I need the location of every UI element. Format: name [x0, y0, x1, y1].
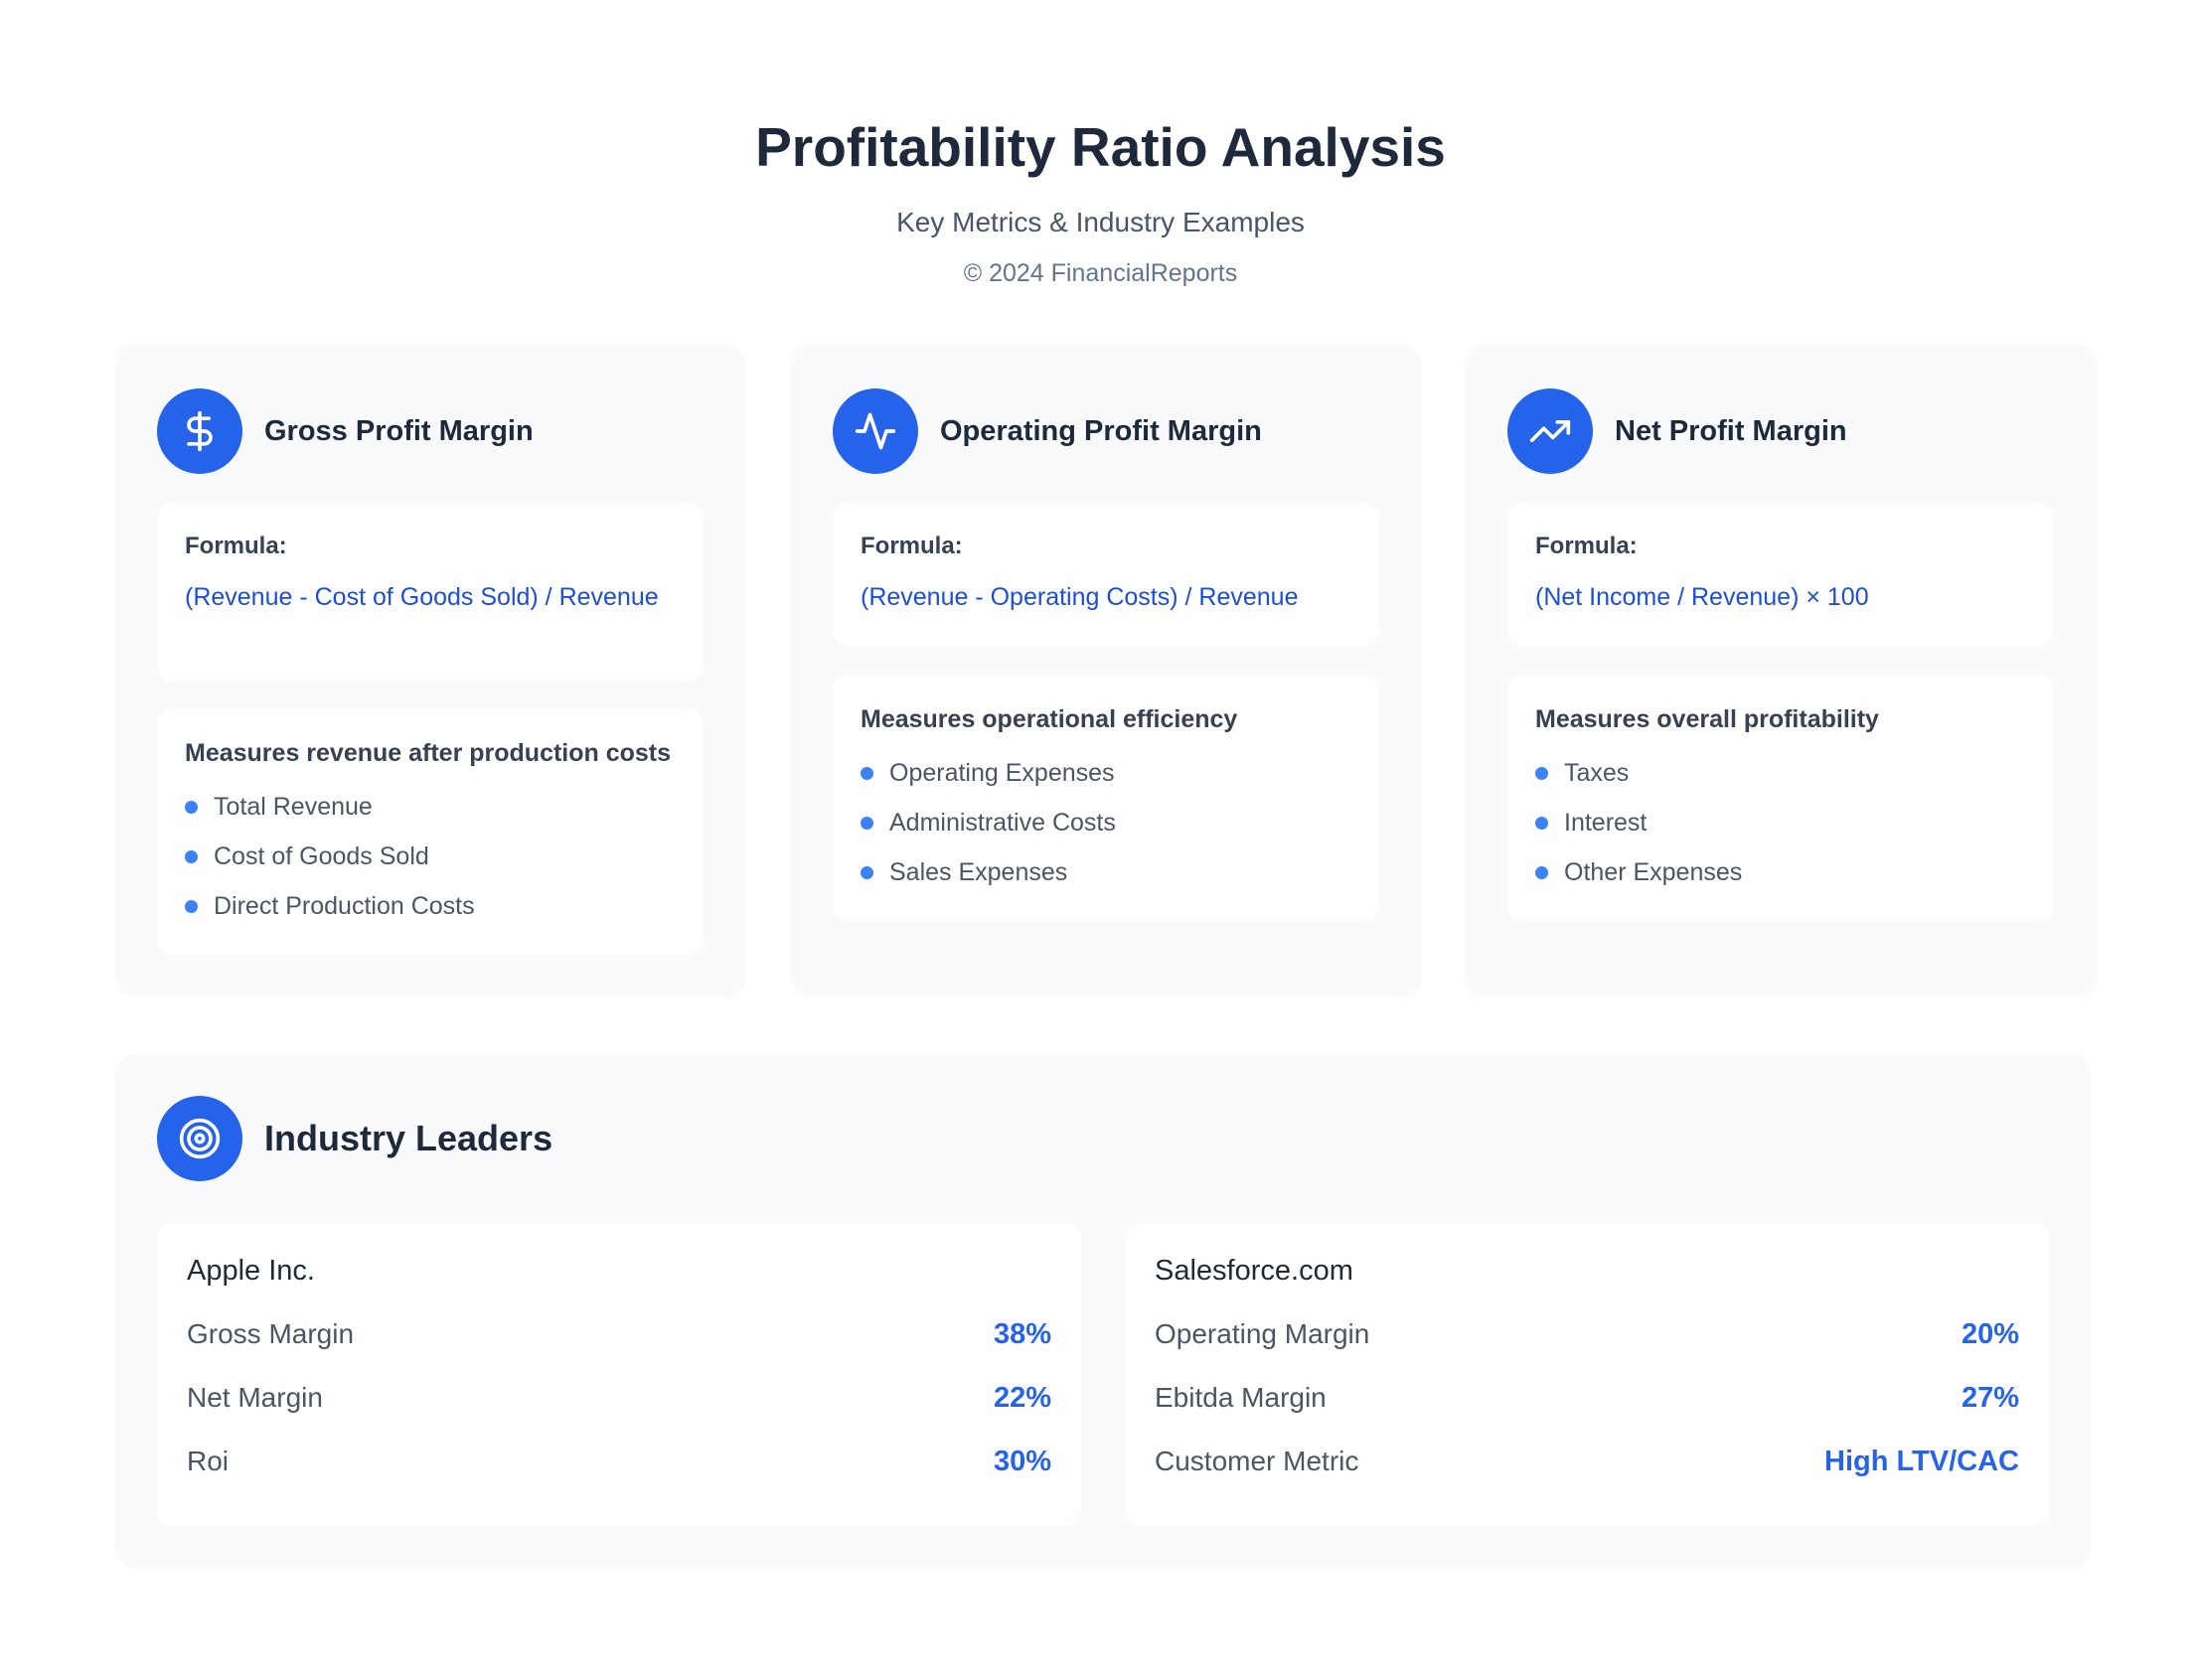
company-name: Apple Inc.: [187, 1255, 315, 1287]
formula-box: Formula: (Revenue - Operating Costs) / R…: [833, 503, 1379, 646]
card-header: Gross Profit Margin: [157, 388, 534, 474]
list-item: Total Revenue: [185, 782, 676, 832]
copyright-text: © 2024 FinancialReports: [963, 259, 1238, 287]
metric-label: Roi: [187, 1446, 230, 1476]
factor-list: Operating Expenses Administrative Costs …: [861, 748, 1351, 897]
card-title: Gross Profit Margin: [264, 414, 534, 447]
industry-leaders-section: Industry Leaders Apple Inc. Gross Margin…: [115, 1054, 2091, 1569]
formula-label: Formula:: [861, 533, 963, 559]
bullet-icon: [185, 849, 198, 863]
metric-list: Gross Margin 38% Net Margin 22% Roi 30%: [187, 1302, 1051, 1493]
metric-label: Net Margin: [187, 1382, 323, 1413]
formula-text: (Revenue - Cost of Goods Sold) / Revenue: [185, 583, 659, 611]
formula-label: Formula:: [185, 533, 287, 559]
metric-list: Operating Margin 20% Ebitda Margin 27% C…: [1155, 1302, 2019, 1493]
activity-icon: [833, 388, 918, 474]
formula-box: Formula: (Net Income / Revenue) × 100: [1507, 503, 2054, 646]
metric-row: Operating Margin 20%: [1155, 1302, 2019, 1366]
formula-label: Formula:: [1535, 533, 1638, 559]
formula-text: (Net Income / Revenue) × 100: [1535, 583, 1869, 611]
metric-row: Gross Margin 38%: [187, 1302, 1051, 1366]
bullet-icon: [185, 899, 198, 913]
metric-value: High LTV/CAC: [1824, 1445, 2019, 1477]
description-title: Measures operational efficiency: [861, 705, 1238, 733]
company-card-apple: Apple Inc. Gross Margin 38% Net Margin 2…: [157, 1223, 1081, 1526]
company-card-salesforce: Salesforce.com Operating Margin 20% Ebit…: [1125, 1223, 2049, 1526]
formula-text: (Revenue - Operating Costs) / Revenue: [861, 583, 1299, 611]
list-item-label: Operating Expenses: [889, 758, 1115, 787]
list-item-label: Other Expenses: [1564, 857, 1743, 886]
bullet-icon: [861, 816, 873, 830]
factor-list: Taxes Interest Other Expenses: [1535, 748, 2026, 897]
metric-row: Customer Metric High LTV/CAC: [1155, 1430, 2019, 1493]
metric-label: Customer Metric: [1155, 1446, 1359, 1476]
card-header: Operating Profit Margin: [833, 388, 1262, 474]
bullet-icon: [185, 800, 198, 814]
bullet-icon: [1535, 816, 1548, 830]
metric-value: 20%: [1961, 1317, 2019, 1350]
bullet-icon: [861, 766, 873, 780]
section-header: Industry Leaders: [157, 1096, 552, 1181]
company-name: Salesforce.com: [1155, 1255, 1353, 1287]
list-item-label: Administrative Costs: [889, 808, 1116, 837]
dollar-icon: [157, 388, 242, 474]
formula-box: Formula: (Revenue - Cost of Goods Sold) …: [157, 503, 704, 682]
list-item-label: Taxes: [1564, 758, 1630, 787]
metric-value: 38%: [993, 1317, 1051, 1350]
section-title: Industry Leaders: [264, 1118, 553, 1158]
list-item-label: Sales Expenses: [889, 857, 1068, 886]
list-item: Taxes: [1535, 748, 2026, 798]
header: Profitability Ratio Analysis Key Metrics…: [0, 111, 2201, 290]
list-item-label: Interest: [1564, 808, 1648, 837]
metric-value: 30%: [993, 1445, 1051, 1477]
bullet-icon: [1535, 865, 1548, 879]
description-box: Measures operational efficiency Operatin…: [833, 675, 1379, 921]
metric-row: Ebitda Margin 27%: [1155, 1366, 2019, 1430]
metric-label: Operating Margin: [1155, 1318, 1370, 1349]
description-title: Measures overall profitability: [1535, 705, 1879, 733]
trending-up-icon: [1507, 388, 1593, 474]
card-operating-profit-margin: Operating Profit Margin Formula: (Revenu…: [791, 345, 1421, 997]
metric-value: 22%: [993, 1381, 1051, 1414]
card-header: Net Profit Margin: [1507, 388, 1847, 474]
list-item-label: Direct Production Costs: [214, 891, 475, 920]
factor-list: Total Revenue Cost of Goods Sold Direct …: [185, 782, 676, 931]
list-item: Operating Expenses: [861, 748, 1351, 798]
list-item: Direct Production Costs: [185, 881, 676, 931]
description-title: Measures revenue after production costs: [185, 739, 672, 767]
list-item: Other Expenses: [1535, 847, 2026, 897]
page-subtitle: Key Metrics & Industry Examples: [896, 207, 1305, 237]
page-title: Profitability Ratio Analysis: [755, 116, 1446, 178]
card-title: Operating Profit Margin: [940, 414, 1262, 447]
metric-label: Gross Margin: [187, 1318, 355, 1349]
metric-label: Ebitda Margin: [1155, 1382, 1327, 1413]
metric-value: 27%: [1961, 1381, 2019, 1414]
card-title: Net Profit Margin: [1615, 414, 1847, 447]
bullet-icon: [1535, 766, 1548, 780]
bullet-icon: [861, 865, 873, 879]
list-item: Interest: [1535, 798, 2026, 847]
card-net-profit-margin: Net Profit Margin Formula: (Net Income /…: [1466, 345, 2096, 997]
description-box: Measures revenue after production costs …: [157, 708, 704, 955]
description-box: Measures overall profitability Taxes Int…: [1507, 675, 2054, 921]
metric-row: Net Margin 22%: [187, 1366, 1051, 1430]
list-item-label: Cost of Goods Sold: [214, 841, 429, 870]
list-item: Cost of Goods Sold: [185, 832, 676, 881]
list-item: Sales Expenses: [861, 847, 1351, 897]
card-gross-profit-margin: Gross Profit Margin Formula: (Revenue - …: [115, 345, 745, 997]
metric-row: Roi 30%: [187, 1430, 1051, 1493]
list-item-label: Total Revenue: [214, 792, 373, 821]
list-item: Administrative Costs: [861, 798, 1351, 847]
target-icon: [157, 1096, 242, 1181]
